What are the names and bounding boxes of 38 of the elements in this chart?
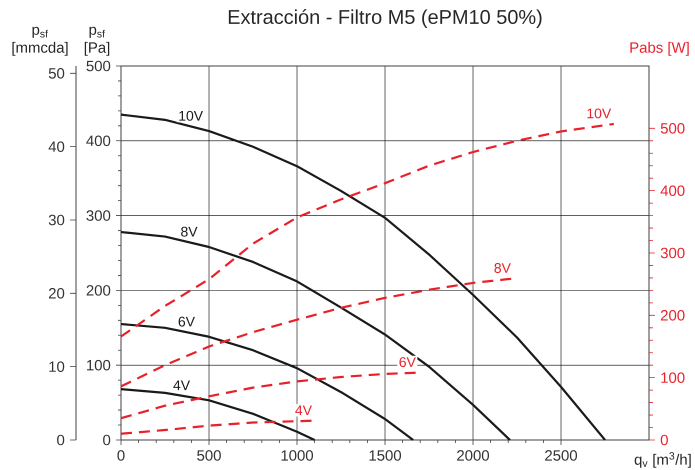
y-tick-label: 0: [103, 434, 110, 446]
y2-tick-label: 300: [660, 248, 685, 258]
line-series: [120, 122, 615, 338]
series-label: 6V: [399, 357, 416, 368]
y-tick-label: 400: [86, 135, 110, 146]
y-tick-label: 500: [86, 60, 110, 72]
series-label: 8V: [181, 226, 198, 237]
y3-tick-label: 40: [48, 141, 64, 152]
y3-tick-label: 20: [48, 288, 64, 299]
chart-title: Extracción - Filtro M5 (ePM10 50%): [228, 9, 542, 28]
y2-tick-label: 0: [660, 434, 668, 446]
series-label: 10V: [179, 110, 203, 121]
series-label: 4V: [173, 380, 190, 390]
y2-tick-label: 200: [660, 310, 685, 321]
y-tick-label: 200: [86, 285, 110, 296]
x-tick-label: 1500: [370, 450, 402, 461]
y2-tick-label: 100: [661, 372, 685, 383]
x-tick-label: 2500: [545, 450, 578, 461]
y2-tick-label: 500: [660, 123, 685, 134]
x-axis-title: q$_{v}$ [m$^{3}$/h]: [634, 452, 691, 468]
y-axis-title: p$_{sf}$ [Pa]: [84, 26, 110, 56]
series-label: 10V: [587, 108, 612, 118]
y3-axis-title: p$_{sf}$ [mmcda]: [12, 26, 68, 56]
y2-tick-label: 400: [660, 185, 685, 196]
series-label: 4V: [295, 405, 312, 416]
y3-tick-label: 30: [48, 214, 64, 226]
y-tick-label: 300: [86, 210, 110, 221]
x-tick-label: 500: [197, 450, 221, 461]
x-tick-label: 0: [117, 450, 125, 461]
y2-axis-title: Pabs [W]: [630, 42, 689, 56]
series-label: 6V: [178, 316, 195, 327]
y3-tick-label: 50: [48, 68, 64, 79]
y-tick-label: 100: [87, 360, 110, 370]
y3-tick-label: 10: [49, 361, 64, 372]
y3-tick-label: 0: [57, 434, 64, 446]
x-tick-label: 2000: [457, 450, 490, 461]
series-label: 8V: [494, 263, 511, 273]
x-tick-label: 1000: [282, 450, 314, 461]
